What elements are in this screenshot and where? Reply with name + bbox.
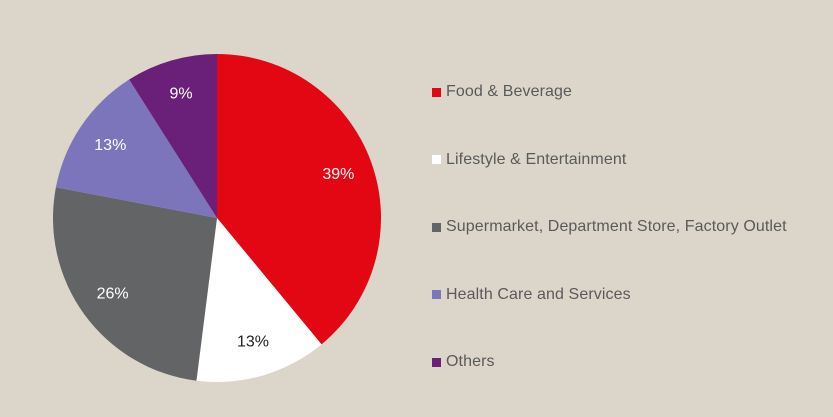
pie-slice-supermarket bbox=[52, 187, 217, 381]
legend-label-food-beverage: Food & Beverage bbox=[446, 83, 573, 100]
legend-item-lifestyle-entertainment: Lifestyle & Entertainment bbox=[432, 146, 830, 174]
pie-label-others: 9% bbox=[169, 86, 192, 103]
legend-swatch-food-beverage bbox=[432, 87, 441, 97]
pie-label-supermarket: 26% bbox=[97, 285, 129, 302]
legend-label-supermarket: Supermarket, Department Store, Factory O… bbox=[446, 218, 787, 235]
legend: Food & Beverage Lifestyle & Entertainmen… bbox=[432, 78, 830, 416]
legend-swatch-others bbox=[432, 357, 441, 367]
legend-swatch-lifestyle-entertainment bbox=[432, 155, 441, 164]
pie-label-food-beverage: 39% bbox=[322, 166, 354, 183]
pie-label-health-care: 13% bbox=[94, 137, 126, 154]
pie-slice-health-care bbox=[55, 79, 218, 218]
legend-item-food-beverage: Food & Beverage bbox=[432, 78, 830, 106]
legend-label-others: Others bbox=[446, 353, 495, 370]
legend-item-health-care: Health Care and Services bbox=[432, 281, 830, 309]
pie-slice-lifestyle-entertainment bbox=[196, 218, 322, 383]
legend-item-others: Others bbox=[432, 348, 830, 376]
legend-item-supermarket: Supermarket, Department Store, Factory O… bbox=[432, 213, 830, 241]
legend-label-health-care: Health Care and Services bbox=[446, 285, 631, 303]
legend-swatch-supermarket bbox=[432, 222, 441, 232]
pie-slice-others bbox=[129, 54, 217, 218]
legend-swatch-health-care bbox=[432, 290, 441, 299]
pie-label-lifestyle-entertainment: 13% bbox=[237, 333, 269, 350]
pie-slices bbox=[52, 54, 381, 383]
legend-label-lifestyle-entertainment: Lifestyle & Entertainment bbox=[446, 150, 627, 168]
pie-slice-food-beverage bbox=[217, 54, 381, 345]
pie-slice-labels: 39% 13% 26% 13% 9% bbox=[94, 86, 354, 351]
